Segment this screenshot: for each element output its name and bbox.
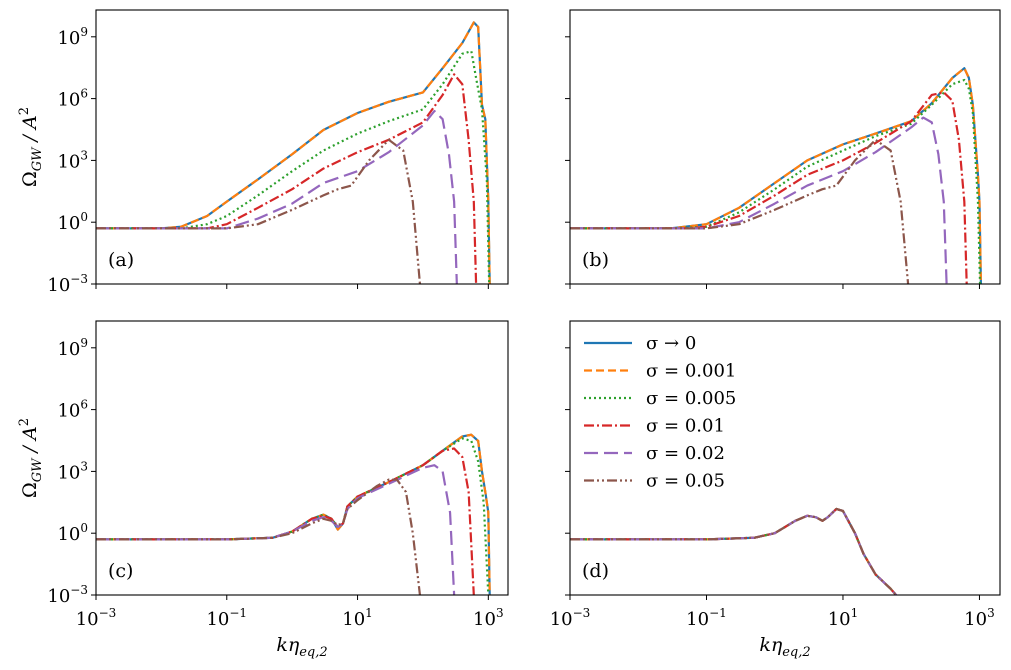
legend-label-sigma_0-005: σ = 0.005 [646, 388, 736, 409]
series-line-sigma_0-001 [96, 433, 491, 595]
series-group [96, 21, 491, 284]
axes-frame [95, 9, 509, 285]
y-axis-label: ΩGW / A2 [17, 418, 45, 498]
legend-label-sigma_0-05: σ = 0.05 [646, 471, 725, 492]
y-tick-label: 100 [57, 210, 88, 234]
series-line-sigma_0-05 [96, 138, 422, 284]
series-line-sigma_0 [570, 507, 897, 595]
y-axis-label: ΩGW / A2 [17, 107, 45, 187]
x-tick-label: 101 [828, 606, 859, 630]
y-tick-label: 106 [57, 87, 88, 111]
series-line-sigma_0-001 [96, 21, 491, 284]
legend-label-sigma_0: σ → 0 [646, 333, 696, 354]
panel-label: (c) [108, 560, 133, 582]
series-line-sigma_0-05 [96, 478, 422, 595]
legend: σ → 0 σ = 0.001 σ = 0.005 σ = 0.01 σ = 0.02 σ… [584, 333, 736, 492]
series-line-sigma_0-005 [96, 50, 491, 284]
y-tick-label: 109 [57, 336, 88, 360]
panel-a: 10−3 100 103 106 109 (a) ΩGW / A2 [17, 9, 509, 296]
series-line-sigma_0-05 [570, 138, 910, 284]
series-line-sigma_0-01 [570, 507, 897, 595]
x-axis-label: kηeq,2 [276, 634, 327, 660]
series-line-sigma_0-05 [570, 507, 897, 595]
series-line-sigma_0-02 [570, 116, 948, 284]
x-tick-label: 10−1 [686, 606, 727, 630]
panel-label: (b) [582, 249, 609, 271]
axes-frame [95, 320, 509, 596]
series-group [570, 67, 982, 284]
y-tick-label: 10−3 [47, 272, 88, 296]
series-line-sigma_0-01 [96, 73, 478, 284]
x-tick-label: 103 [473, 606, 504, 630]
series-line-sigma_0 [570, 67, 982, 284]
series-line-sigma_0-005 [96, 437, 490, 595]
panel-c: 10−3 10−1 101 103 10−3 100 103 106 109 (c) ΩGW / A… [17, 320, 509, 660]
series-line-sigma_0-02 [96, 464, 456, 595]
panel-label: (d) [582, 560, 609, 582]
legend-label-sigma_0-001: σ = 0.001 [646, 361, 736, 382]
y-tick-label: 103 [57, 148, 88, 172]
panel-d: 10−3 10−1 101 103 (d) kηeq,2 [550, 320, 1001, 660]
x-tick-label: 103 [964, 606, 995, 630]
panel-b: (b) [565, 9, 1001, 289]
y-tick-label: 103 [57, 459, 88, 483]
legend-label-sigma_0-02: σ = 0.02 [646, 443, 725, 464]
legend-label-sigma_0-01: σ = 0.01 [646, 416, 725, 437]
x-tick-label: 101 [342, 606, 373, 630]
y-tick-label: 106 [57, 398, 88, 422]
series-line-sigma_0-02 [570, 507, 897, 595]
axes-frame [569, 9, 1001, 285]
series-group [570, 507, 897, 595]
axes-frame [569, 320, 1001, 596]
series-line-sigma_0-001 [570, 67, 982, 284]
x-tick-label: 10−1 [206, 606, 247, 630]
x-tick-label: 10−3 [550, 606, 591, 630]
x-axis-label: kηeq,2 [759, 634, 810, 660]
y-tick-label: 100 [57, 521, 88, 545]
y-tick-label: 109 [57, 25, 88, 49]
series-group [96, 433, 491, 595]
series-line-sigma_0-001 [570, 507, 897, 595]
panel-label: (a) [108, 249, 134, 271]
series-line-sigma_0-02 [96, 109, 458, 284]
series-line-sigma_0-005 [570, 507, 897, 595]
y-tick-label: 10−3 [47, 583, 88, 607]
x-tick-label: 10−3 [76, 606, 117, 630]
series-line-sigma_0-01 [570, 91, 968, 284]
